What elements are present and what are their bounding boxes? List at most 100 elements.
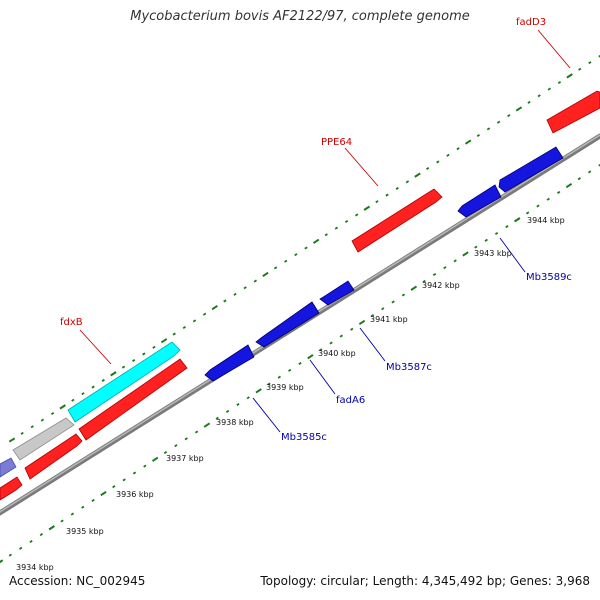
outer-ruler-dash: [486, 127, 491, 131]
tick-label-3940: 3940 kbp: [318, 349, 356, 358]
label-Mb3587c[interactable]: Mb3587c: [386, 362, 432, 373]
outer-ruler-dash: [476, 133, 480, 137]
gene-red-lower[interactable]: [24, 433, 83, 480]
outer-ruler-dash: [142, 352, 146, 356]
inner-ruler-dash: [91, 498, 95, 502]
outer-ruler-dash: [192, 319, 197, 323]
outer-ruler-dash: [598, 54, 600, 58]
label-PPE64[interactable]: PPE64: [321, 137, 352, 148]
inner-ruler-dash: [494, 231, 499, 235]
outer-ruler-dash: [50, 412, 55, 416]
gene-Mb3585c[interactable]: [204, 344, 255, 382]
inner-ruler-dash: [422, 279, 426, 283]
gene-fadA6[interactable]: [255, 301, 320, 348]
tick-label-3937: 3937 kbp: [166, 454, 204, 463]
outer-ruler-dash: [132, 359, 136, 363]
inner-ruler-dash: [184, 437, 188, 441]
outer-ruler-dash: [496, 120, 501, 124]
leader-PPE64: [344, 147, 379, 187]
outer-ruler-dash: [101, 378, 105, 382]
outer-ruler-dash: [456, 147, 460, 151]
inner-ruler-dash: [194, 430, 199, 434]
gene-red-upper[interactable]: [78, 358, 188, 441]
inner-ruler-dash: [577, 177, 581, 181]
gene-cyan[interactable]: [67, 341, 181, 423]
label-Mb3589c[interactable]: Mb3589c: [526, 272, 572, 283]
gene-fadD3[interactable]: [546, 90, 600, 134]
inner-ruler-dash: [39, 533, 44, 537]
inner-ruler-dash: [350, 327, 354, 331]
inner-ruler-dash: [358, 319, 366, 326]
outer-ruler-dash: [273, 266, 278, 270]
inner-ruler-dash: [122, 478, 126, 482]
outer-ruler-dash: [152, 345, 156, 349]
outer-ruler-dash: [507, 114, 511, 118]
inner-ruler-dash: [163, 450, 168, 455]
outer-ruler-dash: [355, 213, 359, 217]
label-fadD3[interactable]: fadD3: [516, 17, 546, 28]
inner-ruler-dash: [246, 396, 250, 400]
label-leader-lines: [79, 29, 571, 433]
inner-ruler-dash: [565, 182, 573, 189]
outer-ruler-dash: [81, 392, 85, 396]
gene-Mb3587c[interactable]: [319, 280, 355, 306]
label-fadA6[interactable]: fadA6: [336, 395, 365, 406]
outer-ruler-dash: [344, 220, 349, 224]
inner-ruler-dash: [277, 375, 281, 379]
inner-ruler-dash: [536, 204, 540, 208]
gene-track: [0, 90, 600, 501]
tick-label-3943: 3943 kbp: [474, 249, 512, 258]
outer-ruler-dash: [262, 271, 269, 278]
inner-ruler-dash: [370, 314, 375, 318]
inner-ruler-dash: [29, 539, 33, 543]
gene-PPE64[interactable]: [351, 188, 443, 253]
inner-ruler-dash: [19, 546, 23, 550]
inner-ruler-dash: [546, 197, 550, 201]
gene-Mb3589c-b[interactable]: [457, 184, 502, 218]
inner-ruler-dash: [329, 341, 333, 345]
outer-ruler-dash: [223, 299, 227, 303]
inner-ruler-dash: [598, 163, 600, 167]
outer-ruler-dash: [59, 404, 66, 410]
inner-ruler-dash: [298, 361, 302, 366]
inner-ruler-dash: [588, 170, 592, 174]
inner-ruler-dash: [462, 251, 469, 257]
inner-ruler-dash: [48, 525, 55, 531]
inner-ruler-dash: [505, 225, 509, 229]
outer-ruler-dash: [312, 238, 320, 244]
outer-ruler-dash: [253, 279, 257, 283]
inner-dotted-ruler: [0, 163, 600, 564]
outer-ruler-dash: [566, 73, 573, 79]
inner-ruler-dash: [514, 217, 521, 223]
tick-label-3934: 3934 kbp: [16, 563, 54, 572]
inner-ruler-dash: [307, 354, 314, 360]
outer-ruler-dash: [537, 94, 541, 98]
label-Mb3585c[interactable]: Mb3585c: [281, 432, 327, 443]
outer-ruler-dash: [557, 80, 562, 84]
inner-ruler-dash: [132, 471, 137, 475]
leader-fadA6: [309, 359, 336, 395]
gene-gray[interactable]: [12, 417, 75, 461]
gene-red-edge[interactable]: [0, 476, 23, 501]
inner-ruler-dash: [556, 190, 561, 194]
outer-ruler-dash: [385, 193, 389, 197]
label-fdxB[interactable]: fdxB: [60, 317, 83, 328]
gene-Mb3589c-a[interactable]: [498, 146, 564, 193]
inner-ruler-dash: [267, 382, 271, 386]
outer-ruler-dash: [8, 437, 16, 443]
outer-ruler-dash: [110, 371, 117, 377]
inner-ruler-dash: [255, 388, 262, 394]
outer-ruler-dash: [395, 186, 399, 190]
inner-ruler-dash: [70, 512, 75, 516]
inner-ruler-dash: [174, 444, 178, 448]
outer-ruler-dash: [20, 431, 24, 435]
outer-ruler-dash: [30, 425, 34, 429]
gene-purple[interactable]: [0, 457, 17, 478]
outer-ruler-dash: [588, 61, 592, 65]
accession-label: Accession: NC_002945: [9, 574, 146, 588]
tick-label-3942: 3942 kbp: [422, 281, 460, 290]
outer-ruler-dash: [243, 286, 247, 290]
tick-label-3935: 3935 kbp: [66, 527, 104, 536]
inner-ruler-dash: [319, 348, 323, 352]
